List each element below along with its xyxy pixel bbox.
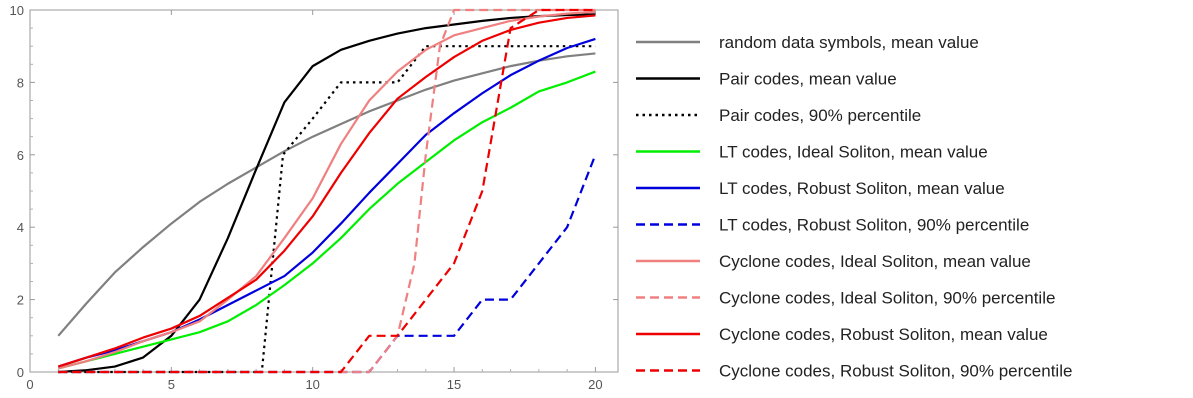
legend-label-4: LT codes, Ideal Soliton, mean value xyxy=(719,143,988,162)
legend-label-2: Pair codes, mean value xyxy=(719,70,897,89)
legend-label-7: Cyclone codes, Ideal Soliton, mean value xyxy=(719,252,1031,271)
legend-label-10: Cyclone codes, Robust Soliton, 90% perce… xyxy=(719,362,1072,381)
y-tick-label: 0 xyxy=(17,365,24,380)
legend-label-8: Cyclone codes, Ideal Soliton, 90% percen… xyxy=(719,289,1055,308)
x-axis-ticks: 0 5 10 15 20 xyxy=(26,10,603,392)
legend-label-3: Pair codes, 90% percentile xyxy=(719,106,921,125)
series-line-7 xyxy=(57,10,596,370)
y-tick-label: 8 xyxy=(17,75,24,90)
legend-label-6: LT codes, Robust Soliton, 90% percentile xyxy=(719,216,1029,235)
legend: random data symbols, mean value Pair code… xyxy=(636,33,1072,381)
x-tick-label: 10 xyxy=(305,377,319,392)
series-line-4 xyxy=(57,70,596,370)
x-tick-label: 5 xyxy=(168,377,175,392)
x-tick-label: 15 xyxy=(447,377,461,392)
legend-label-5: LT codes, Robust Soliton, mean value xyxy=(719,179,1005,198)
series-line-10 xyxy=(58,8,596,374)
y-tick-label: 2 xyxy=(17,293,24,308)
y-tick-label: 6 xyxy=(17,148,24,163)
series-line-9 xyxy=(57,14,596,368)
x-tick-label: 0 xyxy=(26,377,33,392)
y-tick-label: 10 xyxy=(10,3,24,18)
series-line-1 xyxy=(57,52,596,337)
x-tick-label: 20 xyxy=(588,377,602,392)
y-axis-ticks: 0 2 4 6 8 10 xyxy=(10,3,618,380)
y-tick-label: 4 xyxy=(17,220,24,235)
series-line-5 xyxy=(57,37,596,368)
series-line-3 xyxy=(58,45,596,374)
legend-label-1: random data symbols, mean value xyxy=(719,33,979,52)
series-line-2 xyxy=(58,13,596,374)
series-lines xyxy=(57,8,597,374)
legend-label-9: Cyclone codes, Robust Soliton, mean valu… xyxy=(719,325,1048,344)
